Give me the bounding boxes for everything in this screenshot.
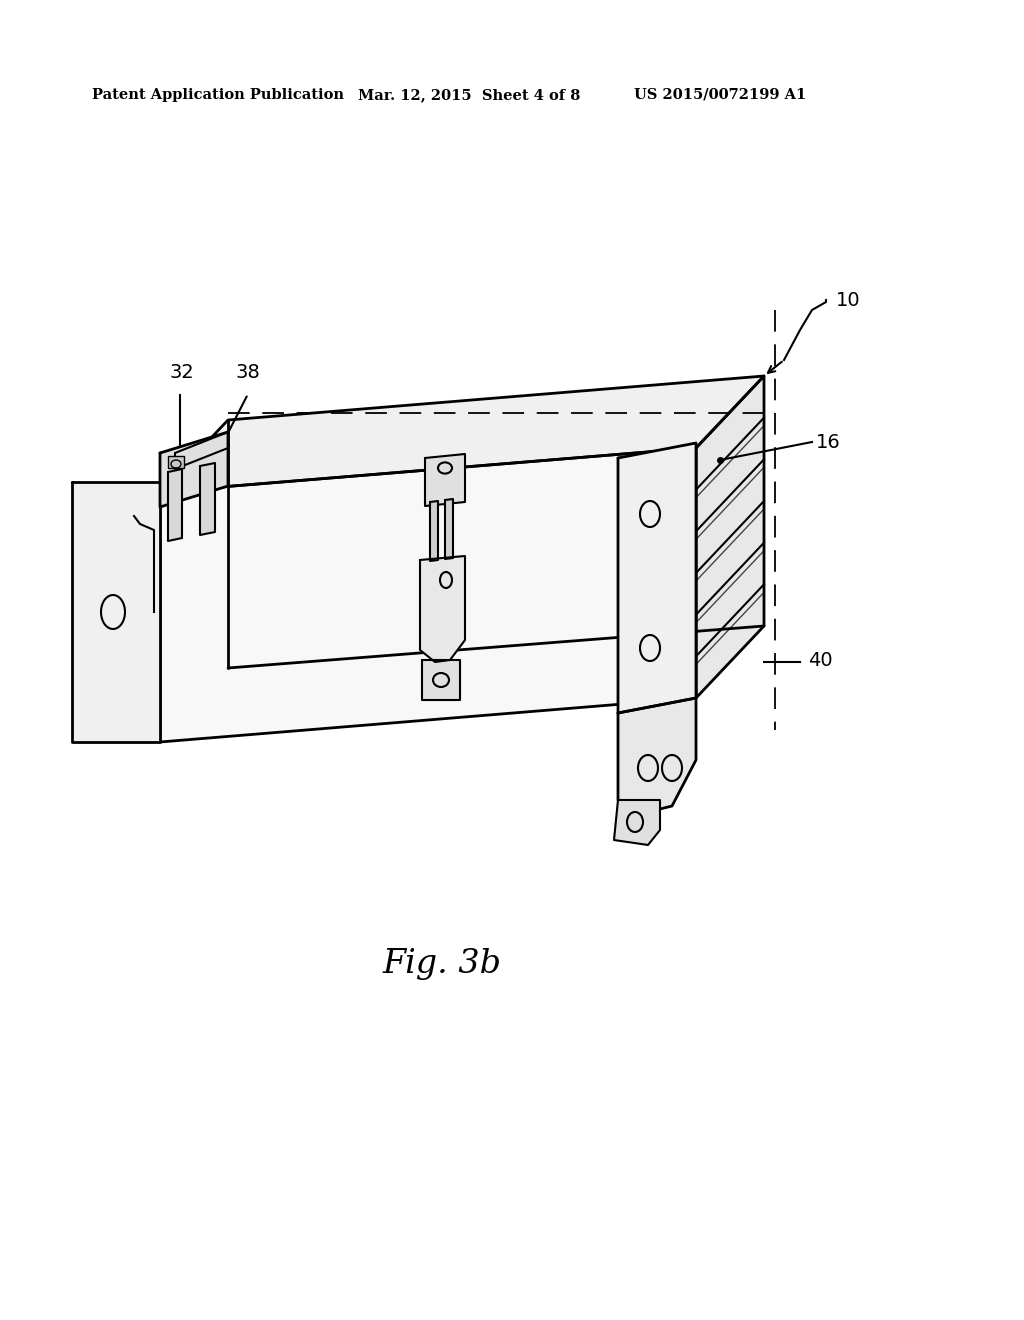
Text: 10: 10 [836,290,860,309]
Text: US 2015/0072199 A1: US 2015/0072199 A1 [634,88,806,102]
Polygon shape [696,376,764,698]
Polygon shape [422,660,460,700]
Polygon shape [160,447,696,742]
Polygon shape [72,482,160,742]
Text: Mar. 12, 2015  Sheet 4 of 8: Mar. 12, 2015 Sheet 4 of 8 [358,88,581,102]
Text: 32: 32 [170,363,195,381]
Text: Patent Application Publication: Patent Application Publication [92,88,344,102]
Text: 38: 38 [236,363,260,381]
Text: 16: 16 [816,433,841,451]
Polygon shape [614,800,660,845]
Polygon shape [430,502,438,561]
Polygon shape [618,444,696,713]
Polygon shape [200,463,215,535]
Polygon shape [168,469,182,541]
Polygon shape [160,376,764,492]
Polygon shape [425,454,465,506]
Text: 36: 36 [103,507,128,525]
Text: 40: 40 [808,651,833,669]
Polygon shape [420,556,465,663]
Polygon shape [445,499,453,558]
Polygon shape [160,432,228,507]
Text: Fig. 3b: Fig. 3b [383,948,502,979]
Bar [168,455,184,469]
Polygon shape [618,698,696,814]
